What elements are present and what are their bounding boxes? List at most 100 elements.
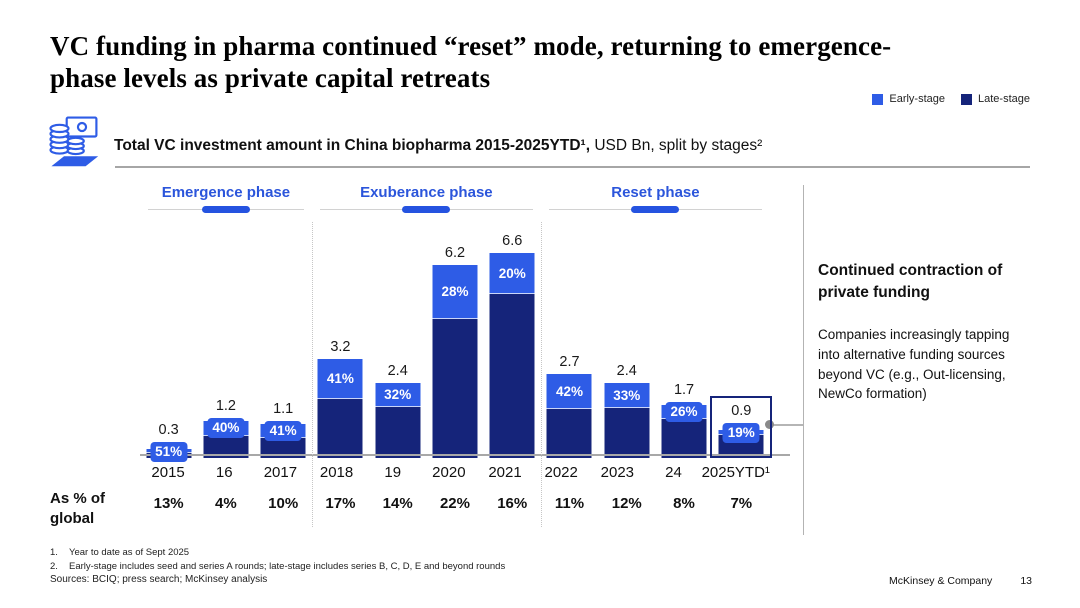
chart-column-2022: 2.7 42% bbox=[541, 223, 598, 458]
year-label: 2015 bbox=[151, 464, 185, 481]
bar-value-label: 0.3 bbox=[158, 421, 179, 438]
phase-group: Emergence phase bbox=[140, 183, 312, 215]
late-stage-segment bbox=[546, 409, 592, 458]
early-share-badge: 51% bbox=[150, 441, 188, 462]
year-label: 2017 bbox=[263, 464, 298, 481]
slide-footer: McKinsey & Company 13 bbox=[889, 575, 1032, 587]
pct-of-global-value: 22% bbox=[439, 495, 470, 512]
header-divider bbox=[115, 166, 1030, 168]
pct-of-global-value: 17% bbox=[325, 495, 356, 512]
chart-legend: Early-stage Late-stage bbox=[872, 93, 1030, 105]
chart-title: Total VC investment amount in China biop… bbox=[114, 133, 762, 155]
phase-label: Reset phase bbox=[611, 184, 700, 201]
chart-column-2023: 2.4 33% bbox=[598, 223, 655, 458]
phase-bracket bbox=[146, 206, 306, 215]
pct-of-global-value: 13% bbox=[153, 495, 184, 512]
year-label: 2021 bbox=[488, 464, 522, 481]
panel-divider-line bbox=[803, 185, 804, 535]
bar-value-label: 1.2 bbox=[215, 398, 236, 415]
stacked-bar-chart: Emergence phase Exuberance phase Reset pha… bbox=[140, 183, 773, 512]
page-number: 13 bbox=[1020, 575, 1032, 587]
late-stage-segment bbox=[661, 418, 707, 458]
legend-item-late-stage: Late-stage bbox=[961, 93, 1030, 105]
chart-title-bold: Total VC investment amount in China biop… bbox=[114, 136, 591, 154]
year-label: 2023 bbox=[600, 464, 635, 481]
bar-value-label: 2.4 bbox=[387, 363, 408, 380]
early-share-badge: 41% bbox=[264, 420, 302, 441]
chart-column-2021: 6.6 20% bbox=[484, 223, 541, 458]
chart-column-16: 1.2 40% bbox=[197, 223, 254, 458]
early-stage-swatch bbox=[872, 93, 884, 105]
late-stage-segment bbox=[203, 435, 249, 458]
legend-label: Early-stage bbox=[889, 93, 946, 105]
bar-value-label: 6.2 bbox=[444, 245, 466, 262]
early-share-badge: 33% bbox=[608, 385, 646, 406]
chart-column-2025YTD¹: 0.9 19% bbox=[710, 223, 773, 458]
chart-column-2020: 6.2 28% bbox=[426, 223, 483, 458]
year-label: 16 bbox=[215, 464, 233, 481]
year-label: 2022 bbox=[544, 464, 578, 481]
early-share-badge: 32% bbox=[379, 385, 417, 406]
callout-heading: Continued contraction of private funding bbox=[818, 262, 1003, 301]
phase-separator-line bbox=[312, 222, 313, 527]
pct-of-global-value: 16% bbox=[497, 495, 528, 512]
coins-money-icon bbox=[46, 114, 100, 173]
phase-group: Reset phase bbox=[541, 183, 770, 215]
pct-of-global-value: 11% bbox=[554, 495, 585, 512]
chart-column-2018: 3.2 41% bbox=[312, 223, 369, 458]
callout-connector-dot bbox=[765, 420, 774, 429]
slide-title: VC funding in pharma continued “reset” m… bbox=[50, 31, 892, 94]
year-label: 2020 bbox=[432, 464, 466, 481]
chart-column-2015: 0.3 51% bbox=[140, 223, 197, 462]
callout-panel: Continued contraction of private funding… bbox=[818, 260, 1030, 404]
pct-of-global-value: 10% bbox=[268, 495, 299, 512]
phase-header-row: Emergence phase Exuberance phase Reset pha… bbox=[140, 183, 770, 215]
late-stage-segment bbox=[317, 399, 363, 458]
highlight-box-2025ytd bbox=[710, 396, 773, 458]
chart-title-units: USD Bn, split by stages² bbox=[590, 136, 763, 154]
late-stage-segment bbox=[375, 407, 421, 458]
pct-of-global-value: 7% bbox=[730, 495, 753, 512]
phase-label: Emergence phase bbox=[161, 184, 291, 201]
year-label: 2018 bbox=[319, 464, 354, 481]
x-axis-labels: 2015 16 2017 2018 19 2020 2021 2022 2023 24 2025YT… bbox=[140, 464, 770, 481]
stacked-bar bbox=[546, 374, 592, 458]
pct-of-global-label: As % of global bbox=[50, 490, 106, 527]
bar-value-label: 2.7 bbox=[559, 354, 580, 371]
bar-value-label: 1.1 bbox=[273, 400, 294, 417]
x-axis-line bbox=[140, 454, 790, 456]
early-share-badge: 20% bbox=[493, 263, 531, 284]
year-label: 24 bbox=[665, 464, 682, 481]
sources-line: Sources: BCIQ; press search; McKinsey an… bbox=[50, 574, 268, 585]
footnote-1: 1. Year to date as of Sept 2025 bbox=[50, 547, 190, 558]
callout-connector-line bbox=[772, 424, 803, 426]
year-label: 2025YTD¹ bbox=[701, 464, 770, 481]
plot-area: 0.3 51% 1.2 40% 1.1 41% 3.2 41% 2.4 32% 6.2 28% 6.6 2… bbox=[140, 223, 773, 462]
bar-value-label: 2.4 bbox=[616, 363, 637, 380]
bar-value-label: 1.7 bbox=[673, 382, 695, 399]
late-stage-segment bbox=[604, 408, 650, 458]
early-share-badge: 28% bbox=[436, 282, 474, 303]
late-stage-segment bbox=[260, 437, 306, 458]
phase-bracket bbox=[547, 206, 764, 215]
stacked-bar bbox=[317, 358, 363, 458]
phase-group: Exuberance phase bbox=[312, 183, 541, 215]
late-stage-segment bbox=[489, 294, 535, 458]
chart-column-24: 1.7 26% bbox=[655, 223, 712, 458]
pct-of-global-value: 8% bbox=[673, 495, 695, 512]
pct-of-global-value: 14% bbox=[382, 495, 413, 512]
pct-of-global-value: 4% bbox=[215, 495, 237, 512]
year-label: 19 bbox=[384, 464, 402, 481]
phase-bracket bbox=[318, 206, 535, 215]
bar-value-label: 0.9 bbox=[731, 403, 752, 420]
legend-label: Late-stage bbox=[978, 93, 1030, 105]
early-share-badge: 26% bbox=[665, 402, 703, 423]
chart-kicker: Total VC investment amount in China biop… bbox=[46, 114, 762, 173]
callout-body: Companies increasingly tapping into alte… bbox=[818, 327, 1010, 402]
stacked-bar bbox=[489, 253, 535, 458]
late-stage-segment bbox=[432, 319, 478, 458]
early-share-badge: 19% bbox=[722, 423, 760, 444]
pct-of-global-row: 13% 4% 10% 17% 14% 22% 16% 11% 12% 8% 7% bbox=[140, 495, 770, 512]
early-share-badge: 41% bbox=[321, 368, 359, 389]
phase-label: Exuberance phase bbox=[360, 184, 493, 201]
